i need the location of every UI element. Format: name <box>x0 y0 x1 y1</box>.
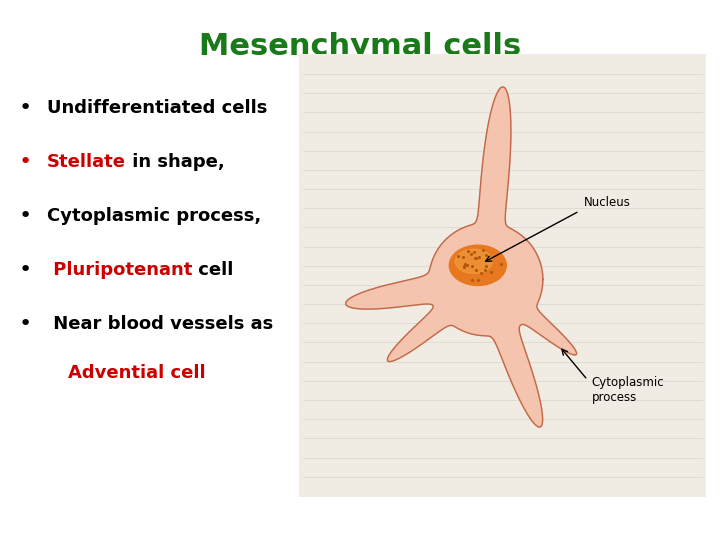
Text: Advential cell: Advential cell <box>68 363 206 382</box>
Ellipse shape <box>449 245 506 286</box>
Text: in shape,: in shape, <box>126 153 225 171</box>
Text: Mesenchymal cells: Mesenchymal cells <box>199 32 521 62</box>
Text: Cytoplasmic process,: Cytoplasmic process, <box>47 207 261 225</box>
Text: Nucleus: Nucleus <box>584 196 631 209</box>
Text: Pluripotenant: Pluripotenant <box>47 261 192 279</box>
Text: Near blood vessels as: Near blood vessels as <box>47 315 273 333</box>
Text: Stellate: Stellate <box>47 153 126 171</box>
Text: •: • <box>19 260 32 280</box>
Text: •: • <box>19 152 32 172</box>
Polygon shape <box>346 87 577 427</box>
Text: cell: cell <box>192 261 233 279</box>
Ellipse shape <box>455 249 492 273</box>
Text: •: • <box>19 314 32 334</box>
Text: Cytoplasmic
process: Cytoplasmic process <box>592 376 665 404</box>
Text: Undifferentiated cells: Undifferentiated cells <box>47 99 267 117</box>
Text: •: • <box>19 98 32 118</box>
Text: •: • <box>19 206 32 226</box>
